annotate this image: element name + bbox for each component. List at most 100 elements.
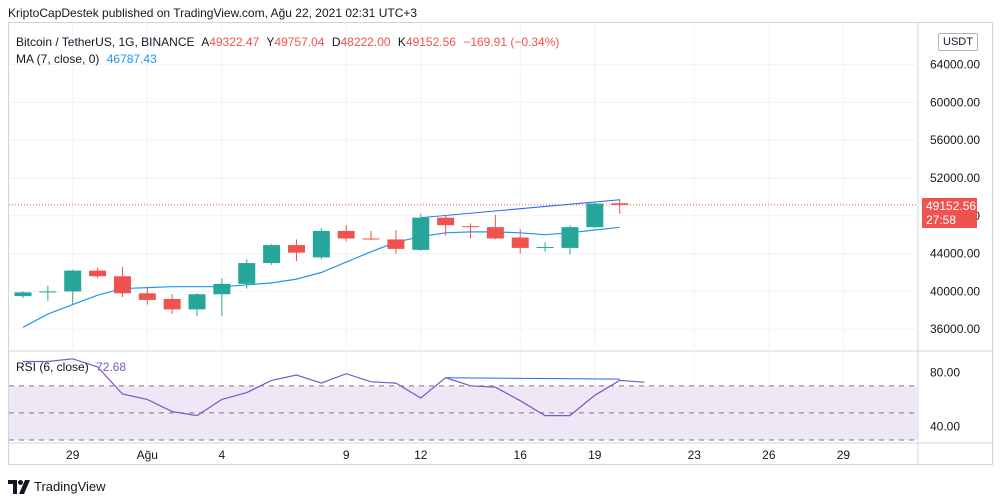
low-label: D xyxy=(331,35,341,49)
candle-body xyxy=(312,230,330,258)
price-tick-label: 44000.00 xyxy=(930,247,980,261)
candle-body xyxy=(138,293,156,300)
candle-body xyxy=(611,203,629,205)
price-tick-label: 36000.00 xyxy=(930,322,980,336)
candle-body xyxy=(412,217,430,250)
candle xyxy=(287,239,305,262)
open-label: A xyxy=(201,35,210,49)
candle xyxy=(486,214,504,240)
last-price-tag: 49152.56 27:58 xyxy=(922,198,977,228)
candle xyxy=(39,285,57,301)
candle-body xyxy=(462,226,479,228)
price-trendline xyxy=(420,199,620,219)
last-price-value: 49152.56 xyxy=(926,199,977,213)
time-tick-label: 12 xyxy=(414,448,428,462)
time-tick-label: 9 xyxy=(343,448,350,462)
time-tick-label: 4 xyxy=(219,448,226,462)
candle xyxy=(213,278,231,316)
ma-label: MA (7, close, 0) xyxy=(16,52,100,66)
candle-body xyxy=(39,291,57,293)
candle xyxy=(312,228,330,260)
rsi-legend[interactable]: RSI (6, close) 72.68 xyxy=(16,360,130,374)
publish-line: KriptoCapDestek published on TradingView… xyxy=(8,6,418,20)
time-tick-label: 29 xyxy=(66,448,80,462)
change-value: −169.91 (−0.34%) xyxy=(463,35,560,49)
candle xyxy=(362,230,380,241)
bar-countdown: 27:58 xyxy=(926,213,957,227)
price-tick-label: 60000.00 xyxy=(930,95,980,109)
high-label: Y xyxy=(266,35,275,49)
rsi-line xyxy=(23,358,645,417)
candle xyxy=(64,269,82,305)
tradingview-logo-icon xyxy=(8,479,30,494)
candle xyxy=(536,242,554,252)
time-tick-label: 19 xyxy=(588,448,602,462)
ma-value: 46787.43 xyxy=(106,52,157,66)
high-value: 49757.04 xyxy=(274,35,325,49)
candle xyxy=(89,267,107,279)
candle xyxy=(611,199,629,214)
candle xyxy=(462,223,479,239)
symbol-name: Bitcoin / TetherUS, 1G, BINANCE xyxy=(16,35,195,49)
candle xyxy=(586,201,604,229)
footer-branding[interactable]: TradingView xyxy=(8,479,106,494)
candle xyxy=(113,266,131,298)
time-tick-label: 16 xyxy=(514,448,528,462)
candle-body xyxy=(511,237,529,248)
candle xyxy=(263,244,281,265)
candle xyxy=(511,229,529,254)
candle xyxy=(138,286,156,305)
candle-body xyxy=(437,217,455,226)
candle-body xyxy=(64,270,82,292)
rsi-tick-label: 80.00 xyxy=(930,365,960,379)
candle-body xyxy=(561,227,579,248)
candle-body xyxy=(163,298,181,310)
rsi-value: 72.68 xyxy=(96,360,127,374)
candle-body xyxy=(362,238,380,240)
candle xyxy=(387,229,405,254)
candle xyxy=(14,291,32,299)
candle xyxy=(238,259,256,289)
time-tick-label: 29 xyxy=(837,448,851,462)
rsi-trendline xyxy=(445,377,620,380)
low-value: 48222.00 xyxy=(340,35,391,49)
footer-brand-label: TradingView xyxy=(34,479,106,494)
candle-body xyxy=(337,230,355,239)
time-tick-label: 23 xyxy=(688,448,702,462)
close-value: 49152.56 xyxy=(405,35,456,49)
rsi-label: RSI (6, close) xyxy=(16,360,89,374)
candle xyxy=(561,225,579,255)
candle-body xyxy=(586,203,604,228)
time-tick-label: 26 xyxy=(762,448,776,462)
candle-body xyxy=(238,263,256,284)
candle-body xyxy=(486,227,504,239)
price-tick-label: 40000.00 xyxy=(930,284,980,298)
price-tick-label: 56000.00 xyxy=(930,133,980,147)
symbol-legend[interactable]: Bitcoin / TetherUS, 1G, BINANCE A49322.4… xyxy=(16,35,563,49)
candle-body xyxy=(387,239,405,249)
price-tick-label: 64000.00 xyxy=(930,58,980,72)
rsi-tick-label: 40.00 xyxy=(930,419,960,433)
time-tick-label: Ağu xyxy=(137,448,158,462)
candle xyxy=(412,213,430,251)
candle-body xyxy=(287,245,305,253)
price-tick-label: 52000.00 xyxy=(930,171,980,185)
candle-body xyxy=(89,270,107,277)
candle-body xyxy=(113,276,131,294)
currency-button[interactable]: USDT xyxy=(938,33,978,51)
candle xyxy=(163,294,181,315)
candle xyxy=(188,293,206,316)
open-value: 49322.47 xyxy=(209,35,260,49)
candle-body xyxy=(536,246,554,248)
chart-frame xyxy=(8,22,993,465)
candle xyxy=(437,214,455,236)
candle-body xyxy=(14,292,32,297)
candle xyxy=(337,225,355,242)
candle-body xyxy=(213,283,231,295)
close-label: K xyxy=(397,35,406,49)
ma-legend[interactable]: MA (7, close, 0) 46787.43 xyxy=(16,52,161,66)
candle-body xyxy=(263,245,281,264)
candle-body xyxy=(188,294,206,310)
